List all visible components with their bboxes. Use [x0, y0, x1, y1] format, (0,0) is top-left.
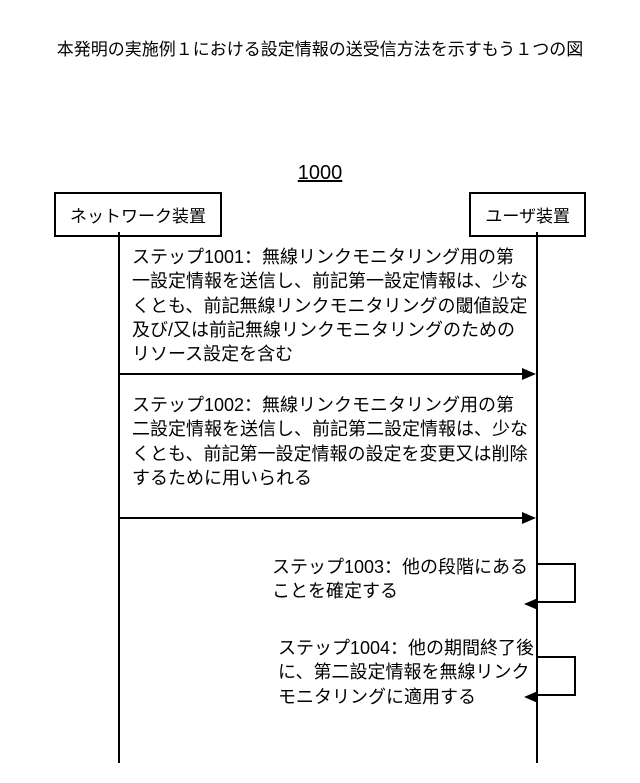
arrow-head-step4	[524, 691, 538, 703]
figure-number: 1000	[0, 162, 640, 185]
actor-user-device: ユーザ装置	[469, 192, 586, 237]
arrow-head-step1	[522, 368, 536, 380]
step-1003: ステップ1003：他の段階にあることを確定する	[272, 555, 532, 604]
arrow-head-step2	[522, 512, 536, 524]
arrow-step1	[119, 373, 523, 375]
step-1004: ステップ1004：他の期間終了後に、第二設定情報を無線リンクモニタリングに適用す…	[278, 636, 536, 709]
self-loop-step3	[538, 563, 576, 603]
actor-network-device: ネットワーク装置	[54, 192, 222, 237]
self-loop-step4	[538, 656, 576, 696]
arrow-step2	[119, 517, 523, 519]
arrow-head-step3	[524, 598, 538, 610]
page-title: 本発明の実施例１における設定情報の送受信方法を示すもう１つの図	[0, 35, 640, 60]
step-1001: ステップ1001：無線リンクモニタリング用の第一設定情報を送信し、前記第一設定情…	[132, 245, 530, 366]
lifeline-network	[118, 232, 120, 763]
step-1002: ステップ1002：無線リンクモニタリング用の第二設定情報を送信し、前記第二設定情…	[132, 393, 530, 490]
